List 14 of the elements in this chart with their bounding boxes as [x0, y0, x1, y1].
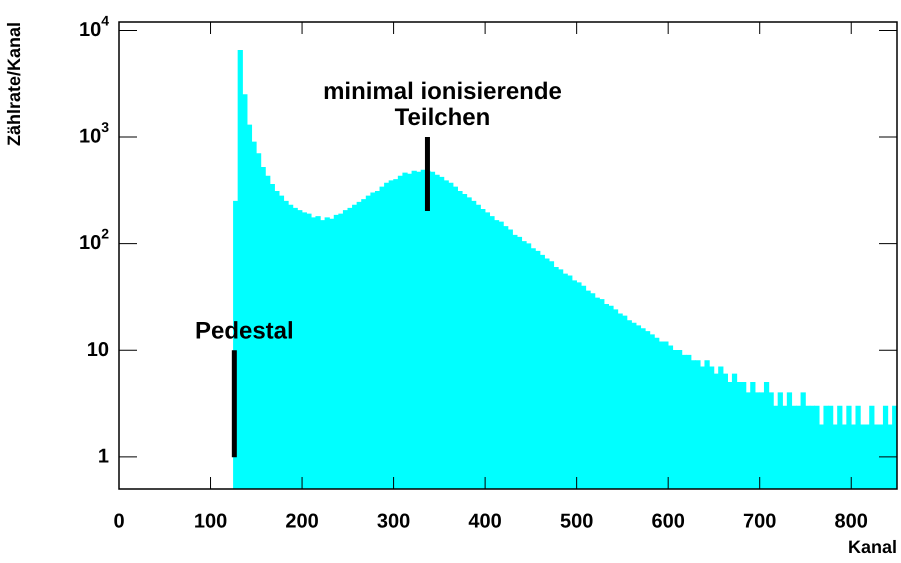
annotation: minimal ionisierende Teilchen	[323, 78, 562, 132]
x-tick-label: 0	[113, 510, 125, 533]
y-tick-label: 1	[98, 445, 109, 468]
y-axis-title: Zählrate/Kanal	[4, 22, 24, 146]
x-tick-label: 400	[468, 510, 502, 533]
x-tick-label: 100	[194, 510, 228, 533]
x-tick-label: 700	[743, 510, 776, 533]
x-tick-label: 500	[560, 510, 594, 533]
x-tick-label: 300	[376, 510, 410, 533]
x-tick-label: 200	[285, 510, 319, 533]
y-tick-label: 10	[86, 338, 110, 361]
x-tick-label: 600	[651, 510, 685, 533]
x-axis-title: Kanal	[848, 537, 897, 558]
x-tick-label: 800	[834, 510, 868, 533]
